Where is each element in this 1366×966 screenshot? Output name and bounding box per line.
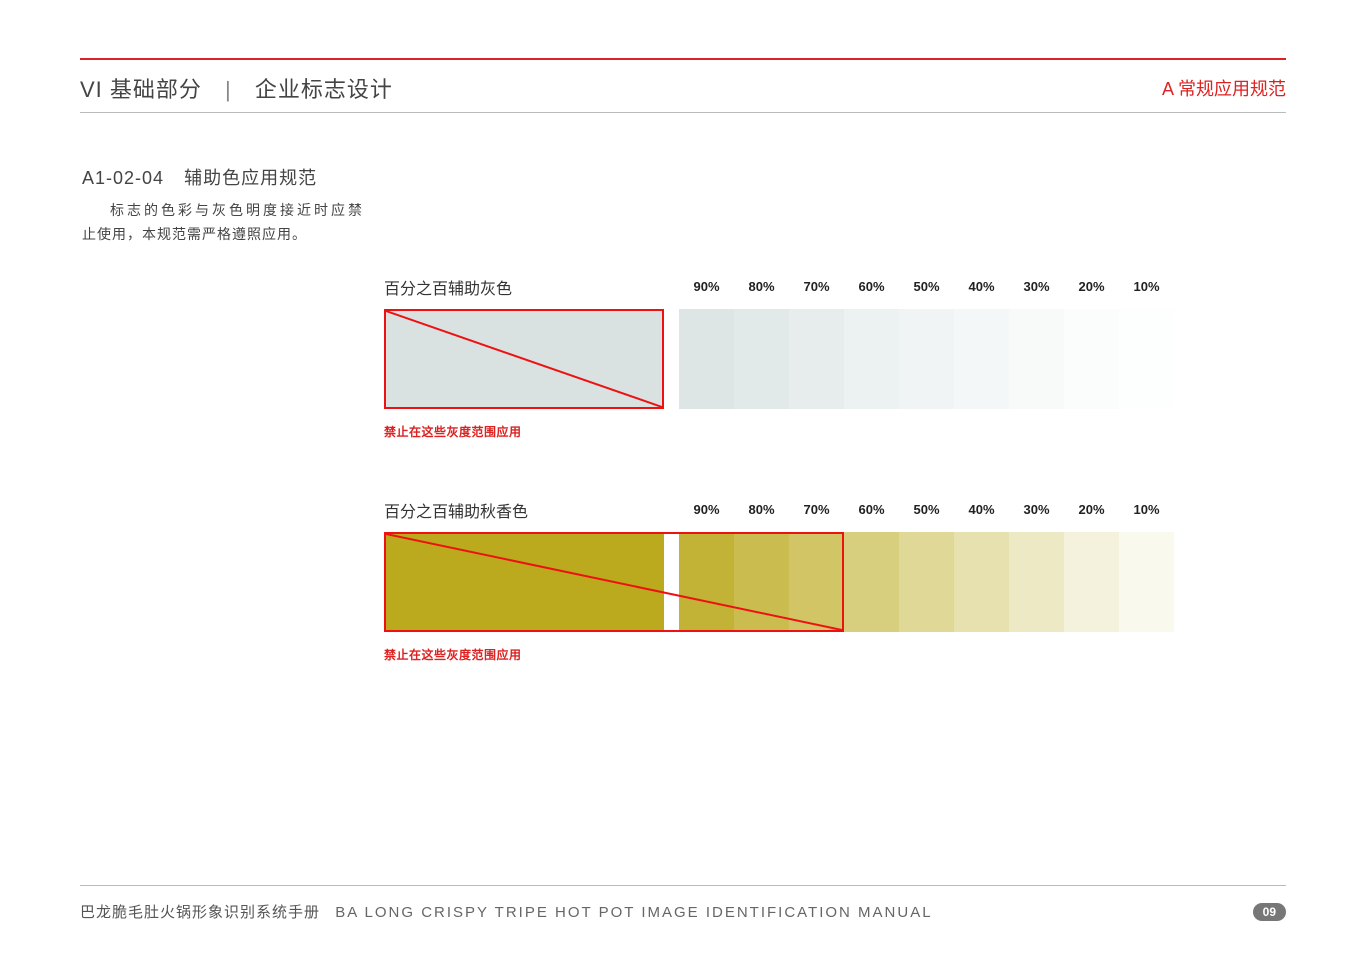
tint-swatch bbox=[789, 532, 844, 632]
percent-label: 80% bbox=[734, 502, 789, 517]
tint-swatch bbox=[954, 309, 1009, 409]
tint-swatch bbox=[899, 309, 954, 409]
strip1-area: 90%80%70%60%50%40%30%20%10% bbox=[384, 309, 522, 409]
percent-label: 30% bbox=[1009, 279, 1064, 294]
color-strip-olive: 百分之百辅助秋香色 90%80%70%60%50%40%30%20%10% 禁止… bbox=[384, 498, 528, 663]
body-line-1: 标志的色彩与灰色明度接近时应禁 bbox=[110, 202, 365, 218]
footer: 巴龙脆毛肚火锅形象识别系统手册 BA LONG CRISPY TRIPE HOT… bbox=[80, 901, 1286, 922]
percent-label: 10% bbox=[1119, 279, 1174, 294]
percent-label: 20% bbox=[1064, 279, 1119, 294]
footer-text: 巴龙脆毛肚火锅形象识别系统手册 BA LONG CRISPY TRIPE HOT… bbox=[80, 901, 933, 922]
header-left: VI 基础部分 | 企业标志设计 bbox=[80, 72, 393, 104]
strip1-main-swatch bbox=[384, 309, 664, 409]
percent-label: 90% bbox=[679, 279, 734, 294]
tint-swatch bbox=[1119, 532, 1174, 632]
tint-swatch bbox=[679, 532, 734, 632]
header-part-a: VI 基础部分 bbox=[80, 77, 202, 102]
color-strip-gray: 百分之百辅助灰色 90%80%70%60%50%40%30%20%10% 禁止在… bbox=[384, 275, 522, 440]
strip1-warning: 禁止在这些灰度范围应用 bbox=[384, 423, 522, 440]
percent-label: 10% bbox=[1119, 502, 1174, 517]
strip2-percent-row: 90%80%70%60%50%40%30%20%10% bbox=[679, 502, 1174, 517]
percent-label: 60% bbox=[844, 279, 899, 294]
strip2-main-swatch bbox=[384, 532, 664, 632]
percent-label: 60% bbox=[844, 502, 899, 517]
tint-swatch bbox=[1064, 532, 1119, 632]
header-separator: | bbox=[225, 77, 232, 102]
tint-swatch bbox=[1009, 532, 1064, 632]
percent-label: 20% bbox=[1064, 502, 1119, 517]
section-title: 辅助色应用规范 bbox=[184, 168, 317, 188]
tint-swatch bbox=[1119, 309, 1174, 409]
tint-swatch bbox=[1064, 309, 1119, 409]
strip1-title: 百分之百辅助灰色 bbox=[384, 275, 522, 299]
header-thin-rule bbox=[80, 112, 1286, 113]
strip2-area: 90%80%70%60%50%40%30%20%10% bbox=[384, 532, 528, 632]
footer-en: BA LONG CRISPY TRIPE HOT POT IMAGE IDENT… bbox=[335, 904, 932, 921]
tint-swatch bbox=[1009, 309, 1064, 409]
section-body: 标志的色彩与灰色明度接近时应禁 止使用，本规范需严格遵照应用。 bbox=[82, 198, 402, 246]
tint-swatch bbox=[844, 532, 899, 632]
percent-label: 90% bbox=[679, 502, 734, 517]
tint-swatch bbox=[734, 532, 789, 632]
tint-swatch bbox=[679, 309, 734, 409]
header-right: A 常规应用规范 bbox=[1162, 75, 1286, 101]
body-line-2: 止使用，本规范需严格遵照应用。 bbox=[82, 222, 402, 246]
strip2-tints bbox=[679, 532, 1174, 632]
strip2-warning: 禁止在这些灰度范围应用 bbox=[384, 646, 528, 663]
tint-swatch bbox=[734, 309, 789, 409]
tint-swatch bbox=[789, 309, 844, 409]
percent-label: 50% bbox=[899, 502, 954, 517]
header: VI 基础部分 | 企业标志设计 A 常规应用规范 bbox=[80, 68, 1286, 108]
section-heading: A1-02-04 辅助色应用规范 bbox=[82, 164, 317, 190]
percent-label: 80% bbox=[734, 279, 789, 294]
header-red-rule bbox=[80, 58, 1286, 60]
section-code: A1-02-04 bbox=[82, 168, 164, 188]
percent-label: 40% bbox=[954, 502, 1009, 517]
percent-label: 70% bbox=[789, 502, 844, 517]
tint-swatch bbox=[844, 309, 899, 409]
percent-label: 50% bbox=[899, 279, 954, 294]
tint-swatch bbox=[899, 532, 954, 632]
page-number-badge: 09 bbox=[1253, 903, 1286, 921]
percent-label: 40% bbox=[954, 279, 1009, 294]
percent-label: 30% bbox=[1009, 502, 1064, 517]
footer-cn: 巴龙脆毛肚火锅形象识别系统手册 bbox=[80, 904, 320, 921]
strip2-title: 百分之百辅助秋香色 bbox=[384, 498, 528, 522]
percent-label: 70% bbox=[789, 279, 844, 294]
header-part-b: 企业标志设计 bbox=[255, 77, 393, 102]
strip1-percent-row: 90%80%70%60%50%40%30%20%10% bbox=[679, 279, 1174, 294]
tint-swatch bbox=[954, 532, 1009, 632]
strip1-tints bbox=[679, 309, 1174, 409]
footer-rule bbox=[80, 885, 1286, 886]
